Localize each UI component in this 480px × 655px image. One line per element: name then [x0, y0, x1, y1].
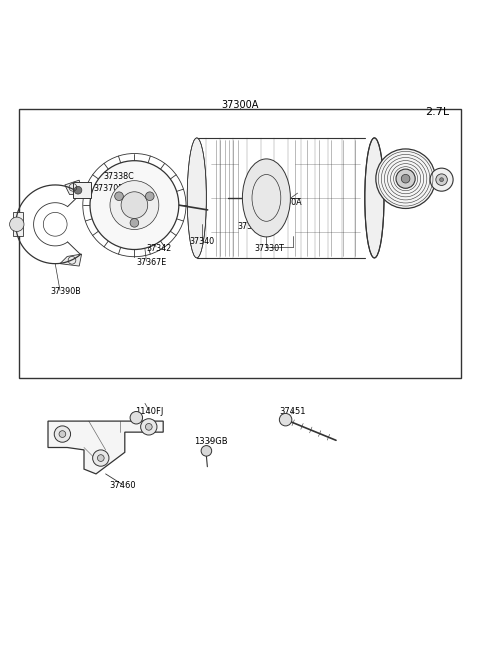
Text: 37460: 37460: [109, 481, 136, 491]
Text: 37321E: 37321E: [396, 191, 426, 200]
Text: 37338C: 37338C: [103, 172, 134, 181]
Circle shape: [145, 192, 154, 200]
Circle shape: [376, 149, 435, 208]
Circle shape: [121, 192, 148, 218]
Text: 37321B: 37321B: [389, 172, 420, 181]
Ellipse shape: [187, 138, 206, 258]
Polygon shape: [48, 421, 163, 474]
Bar: [19, 109, 461, 378]
Polygon shape: [73, 182, 92, 198]
Polygon shape: [13, 212, 23, 236]
Text: 37330T: 37330T: [254, 244, 284, 253]
Text: 37390B: 37390B: [50, 287, 81, 296]
Text: 37350B: 37350B: [238, 222, 268, 231]
Circle shape: [115, 192, 123, 200]
Circle shape: [97, 455, 104, 461]
Circle shape: [59, 431, 66, 438]
Circle shape: [130, 219, 139, 227]
Text: 37311E: 37311E: [394, 157, 424, 166]
Text: 37330A: 37330A: [271, 198, 302, 207]
Circle shape: [396, 169, 415, 188]
Circle shape: [145, 424, 152, 430]
Text: 37340: 37340: [190, 236, 215, 246]
Circle shape: [436, 174, 447, 185]
Circle shape: [93, 450, 109, 466]
Text: 37451: 37451: [279, 407, 306, 416]
Circle shape: [141, 419, 157, 435]
Text: 37300A: 37300A: [221, 100, 259, 110]
Text: 1339GB: 1339GB: [194, 437, 228, 446]
Text: 37370B: 37370B: [94, 184, 124, 193]
Text: 1140FJ: 1140FJ: [134, 407, 163, 416]
Circle shape: [54, 426, 71, 442]
Text: 2.7L: 2.7L: [425, 107, 449, 117]
Circle shape: [90, 160, 179, 250]
Text: 37367E: 37367E: [137, 258, 167, 267]
Circle shape: [130, 411, 143, 424]
Circle shape: [110, 181, 159, 229]
Text: 37342: 37342: [146, 244, 172, 253]
Circle shape: [440, 178, 444, 181]
Ellipse shape: [365, 138, 384, 258]
Circle shape: [401, 174, 410, 183]
Circle shape: [74, 187, 82, 194]
Polygon shape: [60, 254, 82, 266]
Polygon shape: [65, 180, 82, 195]
Circle shape: [430, 168, 453, 191]
Circle shape: [201, 445, 212, 456]
Circle shape: [10, 217, 24, 231]
Circle shape: [279, 413, 292, 426]
Ellipse shape: [242, 159, 290, 237]
